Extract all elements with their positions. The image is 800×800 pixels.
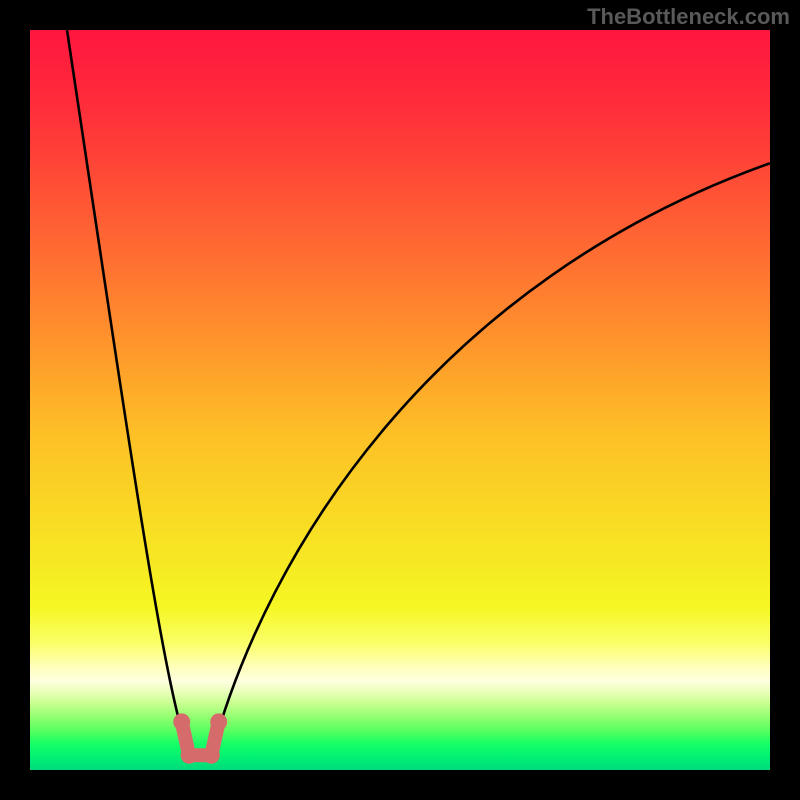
plot-area (30, 30, 770, 770)
minimum-marker-dot (181, 747, 197, 763)
chart-container: TheBottleneck.com (0, 0, 800, 800)
minimum-marker-dot (174, 714, 190, 730)
curve-overlay (30, 30, 770, 770)
right-curve (211, 163, 770, 755)
minimum-marker-dot (203, 747, 219, 763)
watermark-label: TheBottleneck.com (587, 4, 790, 30)
left-curve (67, 30, 189, 755)
minimum-marker-dot (211, 714, 227, 730)
